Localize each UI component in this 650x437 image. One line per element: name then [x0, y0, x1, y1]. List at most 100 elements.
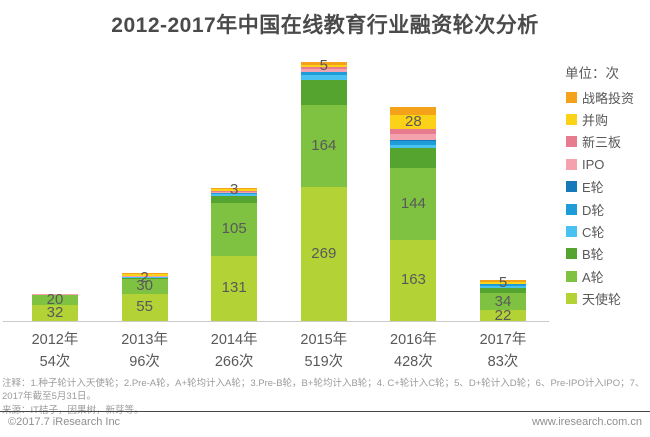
segment-value-label-A轮: 164: [311, 136, 337, 154]
x-axis-label-2013年: 2013年 96次: [100, 329, 190, 374]
bar-segment-并购: [211, 189, 258, 191]
legend-label: D轮: [582, 202, 605, 218]
bar-segment-B轮: [300, 79, 347, 105]
legend-swatch: [566, 248, 577, 260]
footer-divider: [0, 411, 650, 412]
bar-segment-B轮: [211, 196, 258, 203]
footnote: 注释：1.种子轮计入天使轮；2.Pre-A轮，A+轮均计入A轮；3.Pre-B轮…: [2, 377, 648, 417]
legend-item-B轮: B轮: [566, 243, 634, 265]
segment-value-label-并购: 3: [230, 180, 239, 198]
segment-value-label-并购: 28: [405, 112, 422, 130]
bar-segment-C轮: [300, 74, 347, 80]
stacked-bar-2013年: [121, 273, 168, 321]
legend-swatch: [566, 181, 577, 193]
legend-label: 天使轮: [582, 292, 622, 308]
bar-segment-B轮: [121, 277, 168, 279]
legend-swatch: [566, 91, 577, 103]
bar-segment-战略投资: [121, 273, 168, 274]
bar-segment-D轮: [480, 284, 526, 286]
stacked-bar-2014年: [211, 188, 258, 321]
legend-item-新三板: 新三板: [566, 131, 634, 153]
unit-label: 单位：次: [565, 66, 619, 81]
stacked-bar-2016年: [390, 107, 437, 321]
footer-website: www.iresearch.com.cn: [531, 416, 642, 428]
bar-segment-D轮: [211, 192, 258, 194]
bar-segment-B轮: [480, 288, 526, 293]
bar-segment-战略投资: [211, 188, 258, 189]
bar-segment-战略投资: [390, 107, 437, 115]
bar-segment-IPO: [32, 294, 78, 295]
bar-segment-C轮: [480, 286, 526, 288]
segment-value-label-天使轮: 22: [494, 306, 512, 324]
bar-segment-C轮: [390, 144, 437, 148]
bar-segment-并购: [300, 64, 347, 67]
segment-value-label-A轮: 30: [136, 277, 153, 294]
legend-label: 并购: [582, 113, 609, 129]
bar-segment-并购: [121, 274, 168, 276]
x-axis-total: 96次: [129, 354, 160, 371]
legend-item-并购: 并购: [566, 108, 634, 130]
bar-segment-新三板: [211, 190, 258, 192]
bar-segment-新三板: [390, 128, 437, 134]
bar-segment-天使轮: [121, 293, 168, 321]
chart-title: 2012-2017年中国在线教育行业融资轮次分析: [111, 14, 539, 37]
segment-value-label-A轮: 34: [494, 292, 512, 310]
bar-segment-新三板: [300, 67, 347, 69]
bar-segment-A轮: [32, 295, 78, 305]
bar-segment-并购: [480, 281, 526, 284]
x-axis-year: 2017年: [479, 332, 527, 348]
bar-segment-并购: [390, 114, 437, 129]
legend-swatch: [566, 114, 577, 126]
x-axis-label-2015年: 2015年 519次: [279, 329, 369, 374]
bar-segment-A轮: [480, 293, 526, 310]
bar-segment-IPO: [211, 191, 258, 193]
stacked-bar-2017年: [480, 279, 526, 321]
bar-segment-D轮: [390, 140, 437, 145]
legend-label: 战略投资: [582, 90, 635, 106]
footer-copyright: ©2017.7 iResearch Inc: [8, 416, 121, 428]
bar-segment-天使轮: [300, 186, 347, 321]
legend-item-战略投资: 战略投资: [566, 86, 634, 108]
x-axis-year: 2016年: [390, 332, 437, 348]
bar-segment-A轮: [300, 104, 347, 187]
x-axis-total: 83次: [487, 354, 519, 371]
bar-segment-A轮: [390, 167, 437, 240]
legend-label: C轮: [582, 225, 605, 241]
bar-segment-战略投资: [300, 61, 347, 65]
bar-segment-C轮: [211, 193, 258, 196]
stacked-bar-2012年: [32, 294, 78, 321]
bar-segment-IPO: [300, 68, 347, 72]
x-axis-total: 519次: [304, 354, 344, 371]
bar-segment-天使轮: [390, 239, 437, 321]
legend-swatch: [566, 293, 577, 305]
bar-segment-B轮: [390, 147, 437, 168]
legend-swatch: [566, 226, 577, 238]
x-axis-year: 2012年: [31, 332, 79, 348]
segment-value-label-天使轮: 131: [221, 279, 247, 297]
footnote-source: 来源：IT桔子，因果树，新芽等。: [2, 404, 648, 417]
legend-item-C轮: C轮: [566, 220, 634, 242]
legend-label: IPO: [582, 156, 605, 172]
legend-swatch: [566, 158, 577, 170]
x-axis-label-2016年: 2016年 428次: [368, 329, 458, 374]
segment-value-label-天使轮: 55: [136, 298, 153, 316]
x-axis-total: 428次: [394, 354, 433, 371]
segment-value-label-B轮: 2: [140, 269, 149, 286]
bar-segment-IPO: [390, 133, 437, 140]
legend-label: E轮: [582, 180, 604, 196]
legend-item-天使轮: 天使轮: [566, 288, 634, 310]
segment-value-label-A轮: 20: [46, 291, 64, 308]
bar-segment-天使轮: [32, 305, 78, 321]
legend-swatch: [566, 270, 577, 282]
legend-item-A轮: A轮: [566, 265, 634, 287]
bar-segment-天使轮: [211, 255, 258, 321]
bar-segment-C轮: [121, 276, 168, 278]
segment-value-label-A轮: 105: [221, 220, 247, 238]
bar-segment-A轮: [121, 278, 168, 294]
x-axis-label-2014年: 2014年 266次: [189, 329, 279, 374]
bar-segment-天使轮: [480, 310, 526, 321]
legend-swatch: [566, 203, 577, 215]
bar-segment-D轮: [300, 71, 347, 75]
